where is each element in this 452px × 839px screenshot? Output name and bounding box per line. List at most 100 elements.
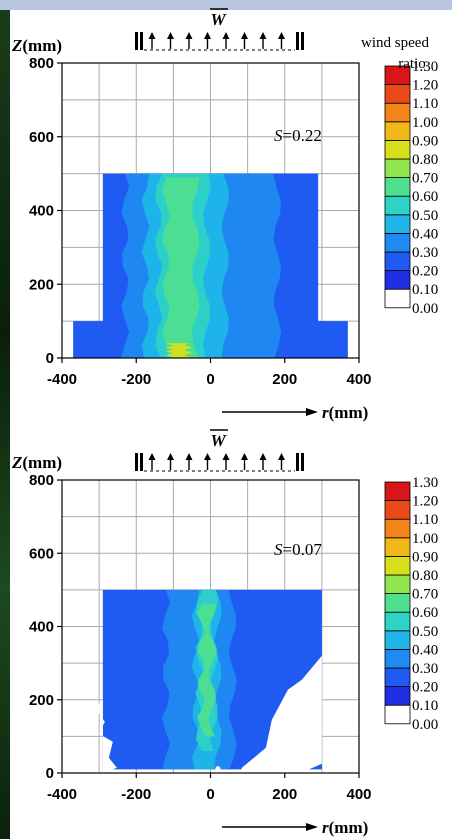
- contour-band-0.60: [161, 177, 200, 358]
- colorbar-swatch: [384, 177, 411, 197]
- x-axis-unit: (mm): [329, 403, 369, 422]
- swirl-annotation: S=0.22: [274, 126, 322, 145]
- background-strip-left: [0, 0, 10, 839]
- y-tick-label: 600: [29, 129, 54, 146]
- colorbar-title-line2: ratio: [398, 56, 426, 72]
- colorbar-swatch: [384, 214, 411, 234]
- inflow-wall-right: [296, 32, 299, 50]
- inflow-arrow-head: [185, 453, 193, 460]
- inflow-arrow-head: [167, 453, 174, 460]
- colorbar-swatch: [384, 593, 411, 613]
- x-tick-label: 400: [346, 786, 371, 803]
- colorbar-label: 0.70: [412, 171, 438, 187]
- x-axis-arrowhead: [306, 408, 318, 416]
- low-value-spot: [215, 766, 221, 772]
- x-tick-label: -200: [121, 786, 151, 803]
- y-axis-title: Z(mm): [11, 453, 62, 472]
- y-tick-label: 0: [46, 765, 54, 782]
- inflow-wall-left: [135, 453, 138, 471]
- inflow-symbol: W: [210, 10, 227, 29]
- swirl-var: S: [274, 540, 283, 559]
- inflow-wall-right: [301, 453, 304, 471]
- inflow-wall-right: [301, 32, 304, 50]
- colorbar-label: 0.00: [412, 717, 438, 733]
- inflow-arrows: [135, 453, 304, 472]
- colorbar-label: 0.90: [412, 133, 438, 149]
- colorbar-label: 1.20: [412, 78, 438, 94]
- y-tick-label: 200: [29, 692, 54, 709]
- colorbar-label: 0.50: [412, 624, 438, 640]
- y-axis-unit: (mm): [22, 453, 62, 472]
- colorbar-swatch: [384, 84, 411, 104]
- x-axis-unit: (mm): [329, 818, 369, 837]
- inflow-arrow-head: [222, 453, 230, 460]
- contour-band-0.80: [165, 343, 193, 358]
- colorbar-swatch: [384, 704, 411, 725]
- colorbar-label: 0.60: [412, 189, 438, 205]
- y-tick-label: 800: [29, 472, 54, 489]
- colorbar-swatch: [384, 518, 411, 539]
- colorbar-swatch: [384, 139, 411, 160]
- colorbar-swatch: [384, 158, 411, 179]
- y-axis-unit: (mm): [22, 36, 62, 55]
- swirl-var: S: [274, 126, 283, 145]
- colorbar-label: 0.80: [412, 152, 438, 168]
- colorbar-label: 1.00: [412, 115, 438, 131]
- colorbar-label: 1.30: [412, 475, 438, 491]
- y-tick-label: 0: [46, 350, 54, 367]
- x-axis-title: r(mm): [322, 403, 368, 422]
- inflow-arrows: [135, 32, 304, 51]
- colorbar-swatch: [384, 630, 411, 650]
- colorbar-label: 1.20: [412, 494, 438, 510]
- y-tick-label: 200: [29, 276, 54, 293]
- colorbar-swatch: [384, 686, 411, 706]
- colorbar-label: 0.10: [412, 282, 438, 298]
- colorbar-swatch: [384, 65, 411, 86]
- swirl-value: =0.07: [283, 540, 323, 559]
- inflow-arrow-head: [204, 32, 211, 39]
- inflow-wall-left: [140, 453, 143, 471]
- x-tick-label: -200: [121, 371, 151, 388]
- colorbar-swatch: [384, 102, 411, 123]
- colorbar-label: 0.50: [412, 208, 438, 224]
- inflow-arrow-head: [222, 32, 230, 39]
- x-axis-var: r: [322, 818, 329, 837]
- colorbar-swatch: [384, 649, 411, 669]
- inflow-wall-right: [296, 453, 299, 471]
- y-tick-label: 400: [29, 619, 54, 636]
- y-tick-label: 800: [29, 55, 54, 72]
- y-axis-title: Z(mm): [11, 36, 62, 55]
- x-tick-label: -400: [47, 786, 77, 803]
- colorbar-swatch: [384, 232, 411, 253]
- x-tick-label: 200: [272, 371, 297, 388]
- inflow-arrow-head: [167, 32, 174, 39]
- inflow-wall-left: [140, 32, 143, 50]
- x-axis-var: r: [322, 403, 329, 422]
- colorbar-swatch: [384, 270, 411, 290]
- colorbar-label: 0.20: [412, 264, 438, 280]
- colorbar-label: 0.40: [412, 226, 438, 242]
- y-axis-var: Z: [11, 453, 22, 472]
- inflow-arrow-head: [259, 32, 267, 39]
- colorbar-label: 0.80: [412, 568, 438, 584]
- inflow-arrow-head: [241, 453, 248, 460]
- colorbar-swatch: [384, 195, 411, 216]
- colorbar-label: 0.90: [412, 549, 438, 565]
- inflow-arrow-head: [148, 32, 156, 39]
- inflow-arrow-head: [148, 453, 156, 460]
- x-tick-label: 400: [346, 371, 371, 388]
- background-strip-top: [0, 0, 452, 10]
- x-tick-label: 200: [272, 786, 297, 803]
- contour-bands: [73, 173, 348, 358]
- colorbar-swatch: [384, 481, 411, 502]
- inflow-symbol: W: [210, 431, 227, 450]
- colorbar-label: 0.20: [412, 680, 438, 696]
- inflow-arrow-head: [259, 453, 267, 460]
- x-tick-label: -400: [47, 371, 77, 388]
- contour-bands: [94, 589, 322, 792]
- x-tick-label: 0: [206, 371, 214, 388]
- inflow-arrow-head: [278, 32, 285, 39]
- y-tick-label: 600: [29, 545, 54, 562]
